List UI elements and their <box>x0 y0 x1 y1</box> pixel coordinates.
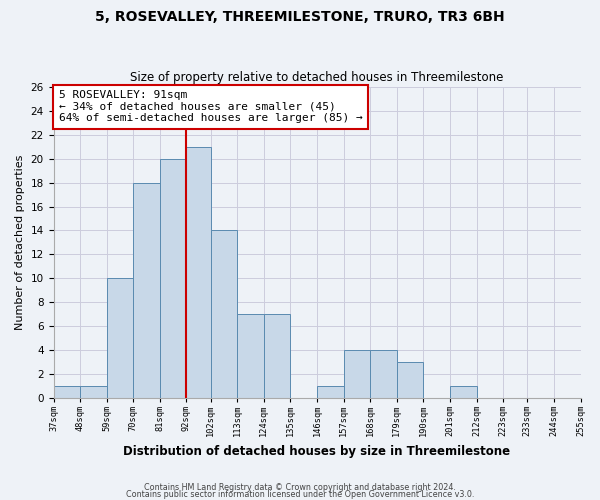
Text: 5 ROSEVALLEY: 91sqm
← 34% of detached houses are smaller (45)
64% of semi-detach: 5 ROSEVALLEY: 91sqm ← 34% of detached ho… <box>59 90 362 124</box>
Text: 5, ROSEVALLEY, THREEMILESTONE, TRURO, TR3 6BH: 5, ROSEVALLEY, THREEMILESTONE, TRURO, TR… <box>95 10 505 24</box>
Title: Size of property relative to detached houses in Threemilestone: Size of property relative to detached ho… <box>130 72 504 85</box>
Bar <box>211 230 237 398</box>
Bar <box>133 182 160 398</box>
Y-axis label: Number of detached properties: Number of detached properties <box>15 154 25 330</box>
Bar <box>107 278 133 398</box>
Text: Contains public sector information licensed under the Open Government Licence v3: Contains public sector information licen… <box>126 490 474 499</box>
Bar <box>80 386 107 398</box>
Text: Contains HM Land Registry data © Crown copyright and database right 2024.: Contains HM Land Registry data © Crown c… <box>144 484 456 492</box>
Bar <box>450 386 476 398</box>
Bar <box>160 158 187 398</box>
Bar <box>187 147 211 398</box>
Bar <box>370 350 397 398</box>
Bar <box>53 386 80 398</box>
Bar <box>397 362 424 398</box>
Bar <box>264 314 290 398</box>
Bar <box>317 386 344 398</box>
Bar <box>237 314 264 398</box>
Bar <box>344 350 370 398</box>
X-axis label: Distribution of detached houses by size in Threemilestone: Distribution of detached houses by size … <box>124 444 511 458</box>
